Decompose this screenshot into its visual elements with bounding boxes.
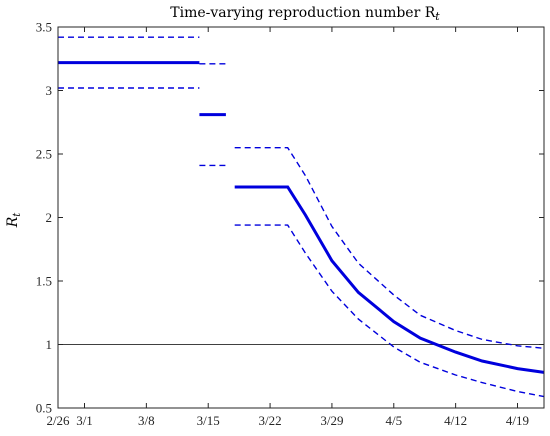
chart-title: Time-varying reproduction number Rt: [170, 5, 440, 23]
y-axis-label-subscript: t: [12, 212, 23, 217]
x-tick-label: 4/5: [385, 413, 402, 428]
x-tick-label: 3/1: [76, 413, 93, 428]
x-tick-label: 3/8: [138, 413, 155, 428]
x-tick-label: 4/12: [444, 413, 467, 428]
tick-labels: 2/26 3/1 3/8 3/15 3/22 3/29 4/5 4/12 4/19 0.5 1 1.5…: [36, 20, 529, 429]
chart-title-subscript: t: [435, 10, 440, 23]
x-tick-label: 3/22: [259, 413, 282, 428]
y-tick-label: 2.5: [36, 147, 52, 162]
x-tick-label: 3/29: [320, 413, 343, 428]
lower-bound-segment-3: [234, 224, 545, 398]
y-tick-label: 1: [46, 337, 53, 352]
estimate-segment-3: [234, 185, 545, 374]
y-tick-label: 0.5: [36, 401, 52, 416]
y-axis-label-text: R: [5, 216, 21, 228]
y-tick-label: 2: [46, 210, 53, 225]
chart-title-text: Time-varying reproduction number R: [170, 5, 435, 21]
y-tick-label: 3.5: [36, 20, 52, 35]
plot-content: [58, 36, 545, 398]
x-tick-label: 4/19: [506, 413, 529, 428]
upper-bound-segment-3: [234, 146, 545, 349]
y-tick-label: 1.5: [36, 274, 52, 289]
x-tick-label: 2/26: [46, 413, 70, 428]
plot-frame: [57, 26, 545, 409]
x-tick-label: 3/15: [197, 413, 220, 428]
y-axis-label: Rt: [5, 212, 23, 229]
y-tick-label: 3: [46, 83, 53, 98]
